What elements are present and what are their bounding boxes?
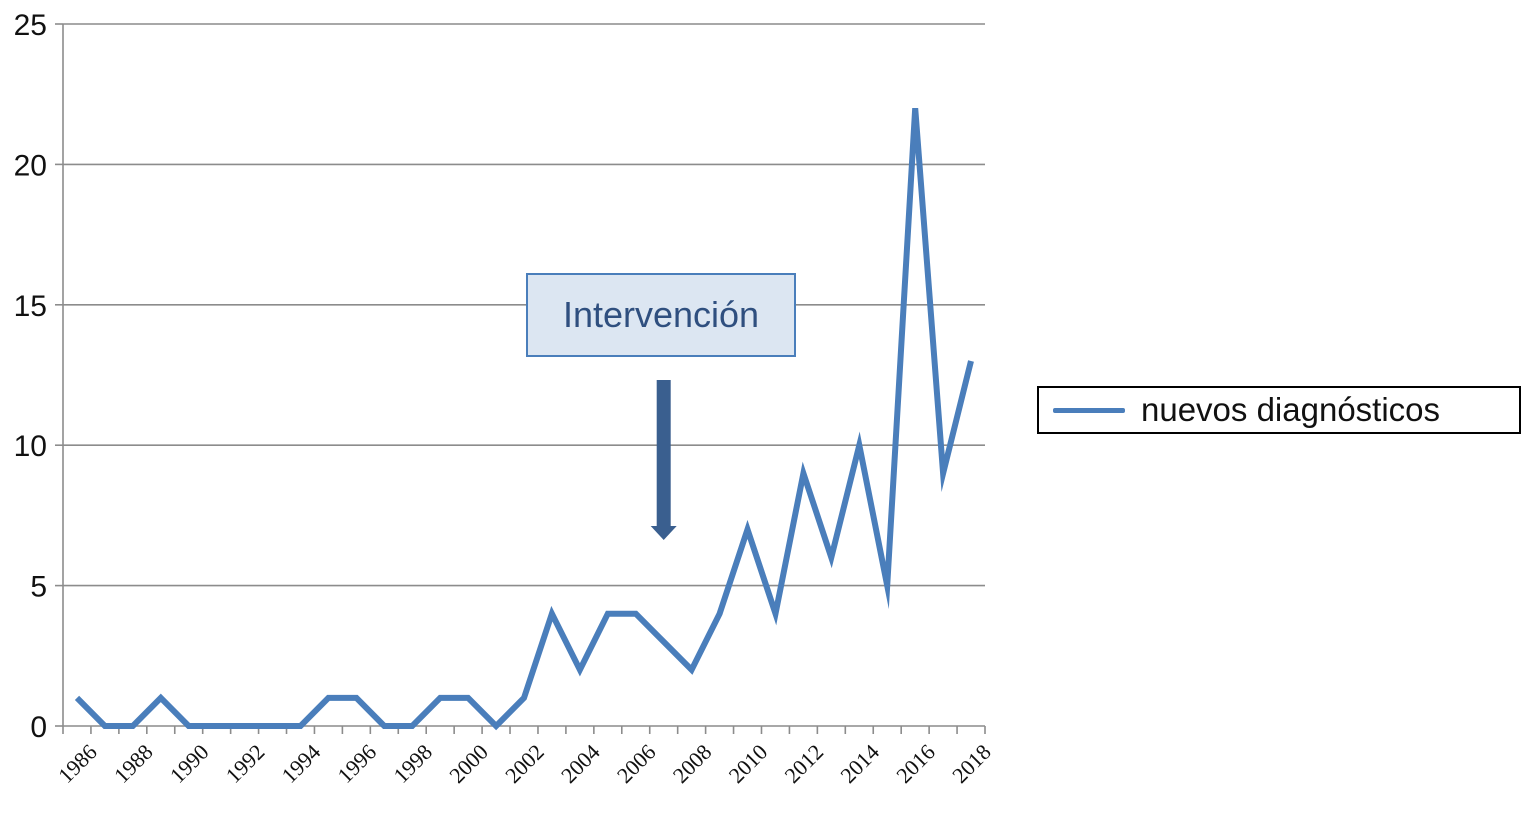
x-tick-label: 2006 — [612, 739, 661, 788]
annotation-label: Intervención — [562, 294, 760, 335]
x-tick-label: 1990 — [165, 739, 214, 788]
x-tick-label: 1992 — [221, 739, 270, 788]
arrow-head — [650, 526, 677, 540]
x-tick-label: 1994 — [277, 739, 326, 788]
y-tick-label: 10 — [14, 430, 47, 463]
series-group — [74, 107, 974, 731]
legend-swatch — [1053, 407, 1125, 413]
series-line — [74, 107, 974, 731]
legend-label: nuevos diagnósticos — [1141, 391, 1441, 428]
legend: nuevos diagnósticos — [1037, 386, 1521, 434]
x-tick-label: 2012 — [779, 739, 828, 788]
x-tick-label: 1986 — [53, 739, 102, 788]
x-tick-label: 2010 — [724, 739, 773, 788]
x-tick-label: 2018 — [947, 739, 996, 788]
x-tick-label: 2016 — [891, 739, 940, 788]
y-tick-label: 15 — [14, 290, 47, 323]
x-tick-label: 2008 — [668, 739, 717, 788]
annotation-box: Intervención — [526, 273, 796, 357]
annotation-arrow — [650, 380, 677, 540]
y-tick-label: 25 — [14, 9, 47, 42]
arrow-shaft — [656, 380, 671, 526]
x-tick-label: 2000 — [444, 739, 493, 788]
x-axis-ticks: 1986 1988 1990 1992 1994 1996 1998 2000 2002 2004… — [53, 726, 996, 788]
y-axis-ticks: 0 5 10 15 20 25 — [14, 9, 63, 744]
x-tick-label: 2014 — [835, 739, 884, 788]
y-tick-label: 20 — [14, 149, 47, 182]
y-tick-label: 0 — [30, 711, 47, 744]
gridlines — [63, 23, 985, 587]
axes — [62, 24, 985, 727]
x-tick-label: 1996 — [332, 739, 381, 788]
y-tick-label: 5 — [30, 571, 47, 604]
x-tick-label: 2002 — [500, 739, 549, 788]
x-tick-label: 2004 — [556, 739, 605, 788]
x-tick-label: 1988 — [109, 739, 158, 788]
x-tick-label: 1998 — [388, 739, 437, 788]
